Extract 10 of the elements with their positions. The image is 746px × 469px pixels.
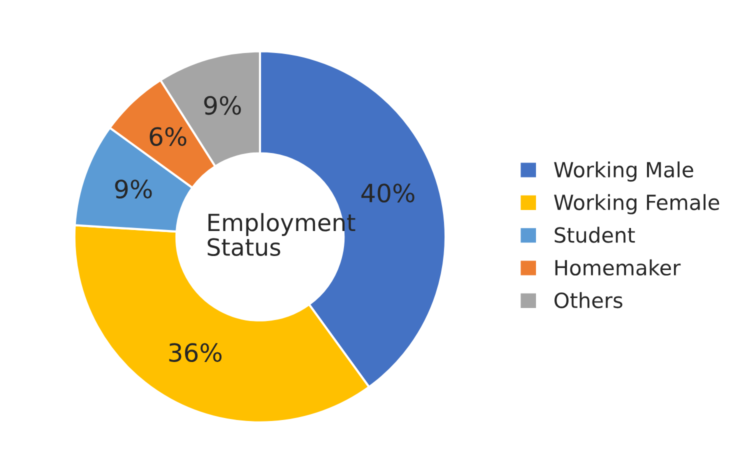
data-label: 40% (361, 184, 414, 203)
legend-label: Working Female (554, 194, 720, 214)
data-label: 9% (204, 96, 241, 115)
data-label: 36% (169, 343, 222, 362)
data-label: 6% (150, 127, 186, 146)
legend-label: Working Male (554, 161, 694, 182)
data-label: 9% (115, 180, 152, 199)
legend-label: Homemaker (555, 259, 681, 276)
legend-label: Student (554, 226, 635, 243)
legend-label: Others (554, 292, 622, 308)
